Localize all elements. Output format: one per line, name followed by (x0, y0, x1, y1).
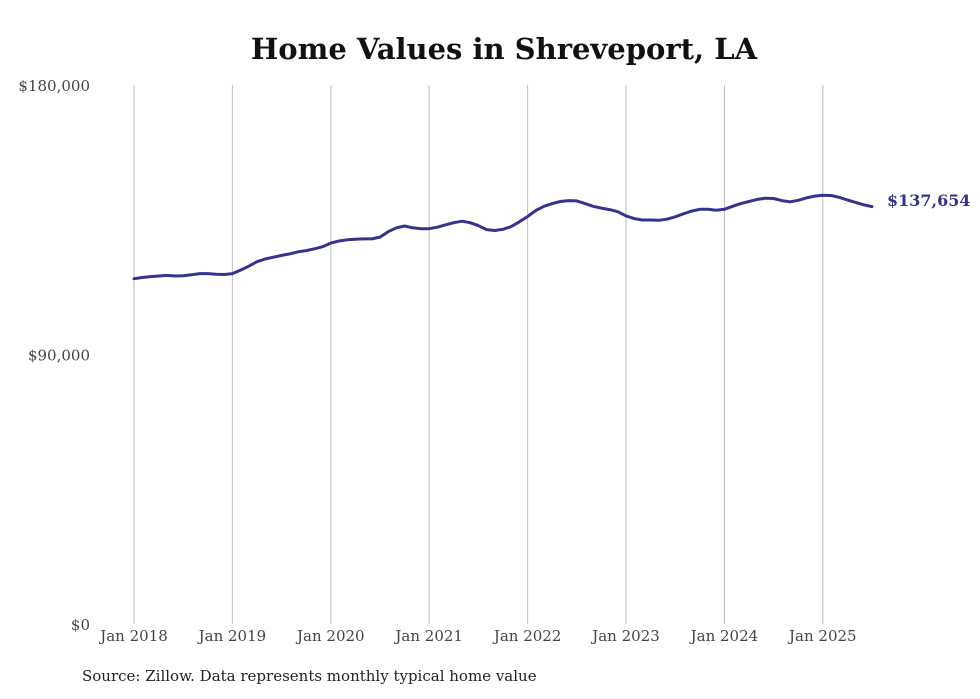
x-tick-label: Jan 2024 (689, 627, 759, 645)
y-tick-label: $180,000 (18, 77, 90, 95)
x-tick-label: Jan 2025 (787, 627, 857, 645)
y-tick-label: $0 (71, 616, 90, 634)
x-tick-label: Jan 2022 (492, 627, 562, 645)
series-line (132, 193, 874, 281)
x-tick-label: Jan 2020 (295, 627, 365, 645)
x-tick-label: Jan 2018 (98, 627, 168, 645)
y-axis-ticks: $0 $90,000 $180,000 (18, 77, 90, 634)
x-tick-label: Jan 2019 (197, 627, 267, 645)
x-tick-label: Jan 2021 (393, 627, 463, 645)
x-axis-ticks: Jan 2018 Jan 2019 Jan 2020 Jan 2021 Jan 2022… (98, 627, 856, 645)
series-layer: $137,654 (132, 191, 971, 281)
source-note: Source: Zillow. Data represents monthly … (82, 667, 537, 685)
end-value-label: $137,654 (887, 191, 971, 210)
x-tick-label: Jan 2023 (590, 627, 660, 645)
chart-title: Home Values in Shreveport, LA (251, 32, 758, 66)
y-tick-label: $90,000 (28, 347, 90, 365)
gridlines (133, 85, 824, 624)
